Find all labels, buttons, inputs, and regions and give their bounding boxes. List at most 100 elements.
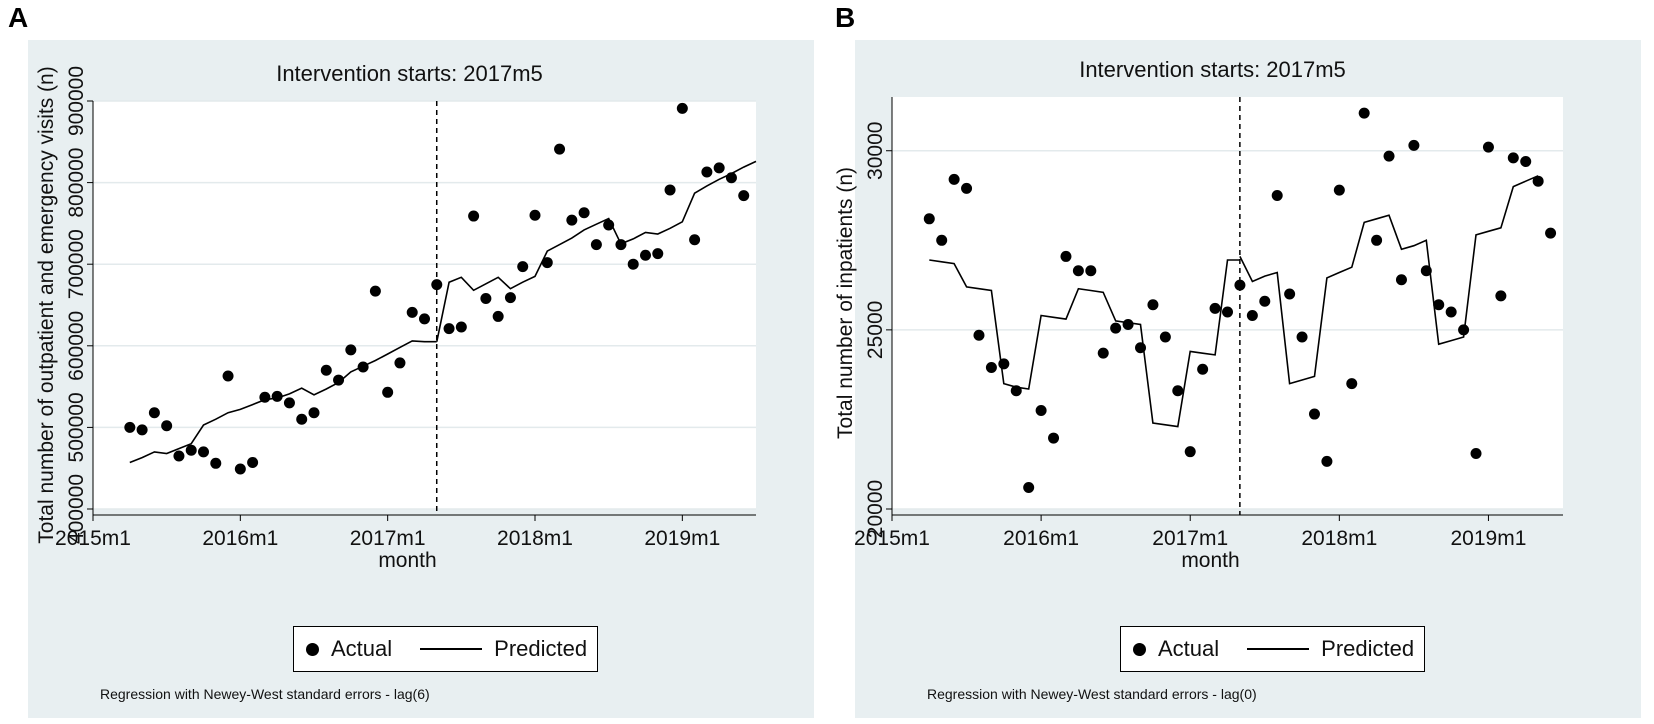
y-axis-title: Total number of outpatient and emergency… [35,66,58,543]
actual-point [369,285,381,297]
actual-point [222,370,234,382]
y-tick-label: 30000 [864,122,887,180]
x-tick-label: 2019m1 [644,527,720,550]
actual-point [1110,322,1122,334]
actual-point [1209,302,1221,314]
actual-point [652,248,664,260]
actual-point [1271,190,1283,202]
actual-point [1097,347,1109,359]
actual-point [1395,274,1407,286]
actual-point [234,463,246,475]
actual-point [701,166,713,178]
actual-point [948,173,960,185]
predicted-line [1239,175,1539,385]
actual-point [738,190,750,202]
x-tick-label: 2015m1 [854,527,930,550]
x-tick-label: 2016m1 [202,527,278,550]
actual-point [198,446,209,458]
panel-letter: A [8,2,29,33]
actual-point [529,209,541,221]
actual-point [961,182,973,194]
actual-point [1035,404,1047,416]
actual-point [676,102,688,114]
actual-point [1147,299,1159,311]
actual-point [1184,446,1196,458]
actual-point [1321,455,1333,467]
actual-point [308,407,320,419]
actual-point [1358,107,1370,119]
actual-point [1545,227,1557,239]
chart-b: 20000 25000 30000 2015m1 2016m1 2017m1 2018m1 2… [834,57,1563,572]
actual-point [566,214,578,226]
actual-point [382,386,394,398]
actual-point [1507,152,1519,164]
y-tick-label: 400000 [65,474,88,544]
actual-point [1346,378,1358,390]
predicted-line [929,259,1240,428]
x-tick-label: 2017m1 [1152,527,1228,550]
legend: Actual Predicted [1120,626,1425,672]
panel-a: A 400000 500000 600000 700000 800000 900000 20… [8,2,814,718]
predicted-line [436,160,757,342]
actual-point [1048,432,1060,444]
legend-label-predicted: Predicted [1321,636,1415,661]
actual-point [296,413,308,425]
regression-note: Regression with Newey-West standard erro… [927,686,1257,702]
legend-marker-predicted [1247,648,1310,650]
chart-title: Intervention starts: 2017m5 [1079,57,1346,82]
actual-point [455,321,467,333]
actual-point [541,257,553,269]
actual-point [136,424,148,436]
y-tick-label: 800000 [65,148,88,218]
actual-point [973,329,985,341]
actual-point [1234,279,1246,291]
actual-point [1159,331,1171,343]
legend-label-actual: Actual [1158,636,1220,661]
y-tick-label: 25000 [864,301,887,359]
actual-point [1445,306,1457,318]
legend-label-predicted: Predicted [494,636,588,661]
actual-point [492,310,504,322]
actual-point [480,292,492,304]
actual-point [1308,408,1320,420]
actual-point [578,207,590,219]
actual-point [1371,234,1383,246]
x-tick-label: 2015m1 [55,527,131,550]
actual-point [148,407,160,419]
actual-point [603,219,615,231]
legend-marker-predicted [420,648,483,650]
actual-point [1495,290,1507,302]
actual-point [1383,150,1395,162]
actual-point [1085,265,1097,277]
actual-point [185,444,197,456]
actual-point [333,374,345,386]
y-axis-title: Total number of inpatients (n) [834,167,857,439]
actual-point [664,184,676,196]
actual-point [443,323,455,335]
actual-point [590,239,602,251]
actual-point [1197,363,1209,375]
actual-point [1408,139,1420,151]
actual-point [1296,331,1308,343]
x-tick-label: 2018m1 [1301,527,1377,550]
actual-point [936,234,948,246]
actual-point [1060,250,1072,262]
x-tick-label: 2019m1 [1450,527,1526,550]
actual-point [1172,385,1184,397]
actual-point [1433,299,1445,311]
y-tick-label: 600000 [65,311,88,381]
legend-label-actual: Actual [331,636,393,661]
y-tick-label: 900000 [65,66,88,136]
y-tick-label: 20000 [864,480,887,538]
actual-point [247,456,259,468]
actual-point [210,457,222,469]
actual-point [1072,265,1084,277]
chart-a: 400000 500000 600000 700000 800000 900000 2015… [35,61,757,572]
actual-point [504,292,516,304]
actual-point [419,313,430,325]
actual-point [1222,306,1233,318]
actual-point [1520,155,1532,167]
actual-point [627,258,639,270]
actual-point [394,357,406,369]
actual-point [1532,175,1544,187]
